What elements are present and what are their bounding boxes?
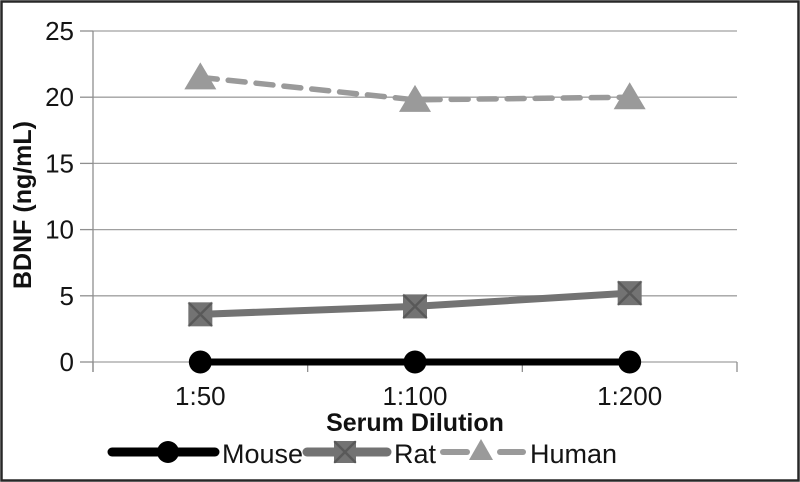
data-point-rat-1:100 [403,294,427,319]
data-point-rat-1:100-x-detail [402,293,428,320]
x-axis-title: Serum Dilution [326,409,504,437]
data-point-mouse-1:200 [618,350,642,374]
y-tick-label: 20 [45,82,74,112]
data-point-rat-1:200 [617,281,642,306]
data-point-rat-1:200-x-detail [616,280,643,307]
data-point-human-1:50 [184,62,217,90]
legend-square-icon [334,441,356,463]
data-point-rat-1:50-x-detail [187,301,214,328]
legend-label-mouse: Mouse [222,439,303,469]
legend-marker-rat [302,440,392,464]
x-tick-label: 1:50 [175,381,226,411]
legend-label-human: Human [530,439,617,469]
y-axis-title: BDNF (ng/mL) [9,121,37,289]
data-series [184,62,646,374]
x-tick-labels: 1:50 1:100 1:200 [175,381,662,411]
y-tick-label: 15 [45,148,74,178]
y-tick-labels: 0 5 10 15 20 25 [45,16,74,377]
data-point-mouse-1:100 [403,350,427,374]
legend-marker-mouse [107,441,220,463]
data-point-mouse-1:50 [188,350,212,374]
data-point-human-1:100 [399,84,431,112]
x-tick-label: 1:100 [382,381,447,411]
x-tick-label: 1:200 [597,381,662,411]
legend-circle-icon [157,441,179,463]
series-line-human [197,74,633,103]
legend: Mouse Rat Human [107,439,617,469]
y-tick-label: 25 [45,16,74,46]
legend-label-rat: Rat [394,439,437,469]
data-point-human-1:200 [613,82,646,110]
y-tick-label: 0 [60,347,74,377]
legend-marker-human [440,439,526,460]
y-tick-label: 5 [60,281,74,311]
axes-and-ticks [80,30,738,372]
data-point-rat-1:50 [188,302,213,327]
legend-triangle-icon [469,439,493,460]
legend-square-x-detail [333,440,357,464]
y-tick-label: 10 [45,215,74,245]
